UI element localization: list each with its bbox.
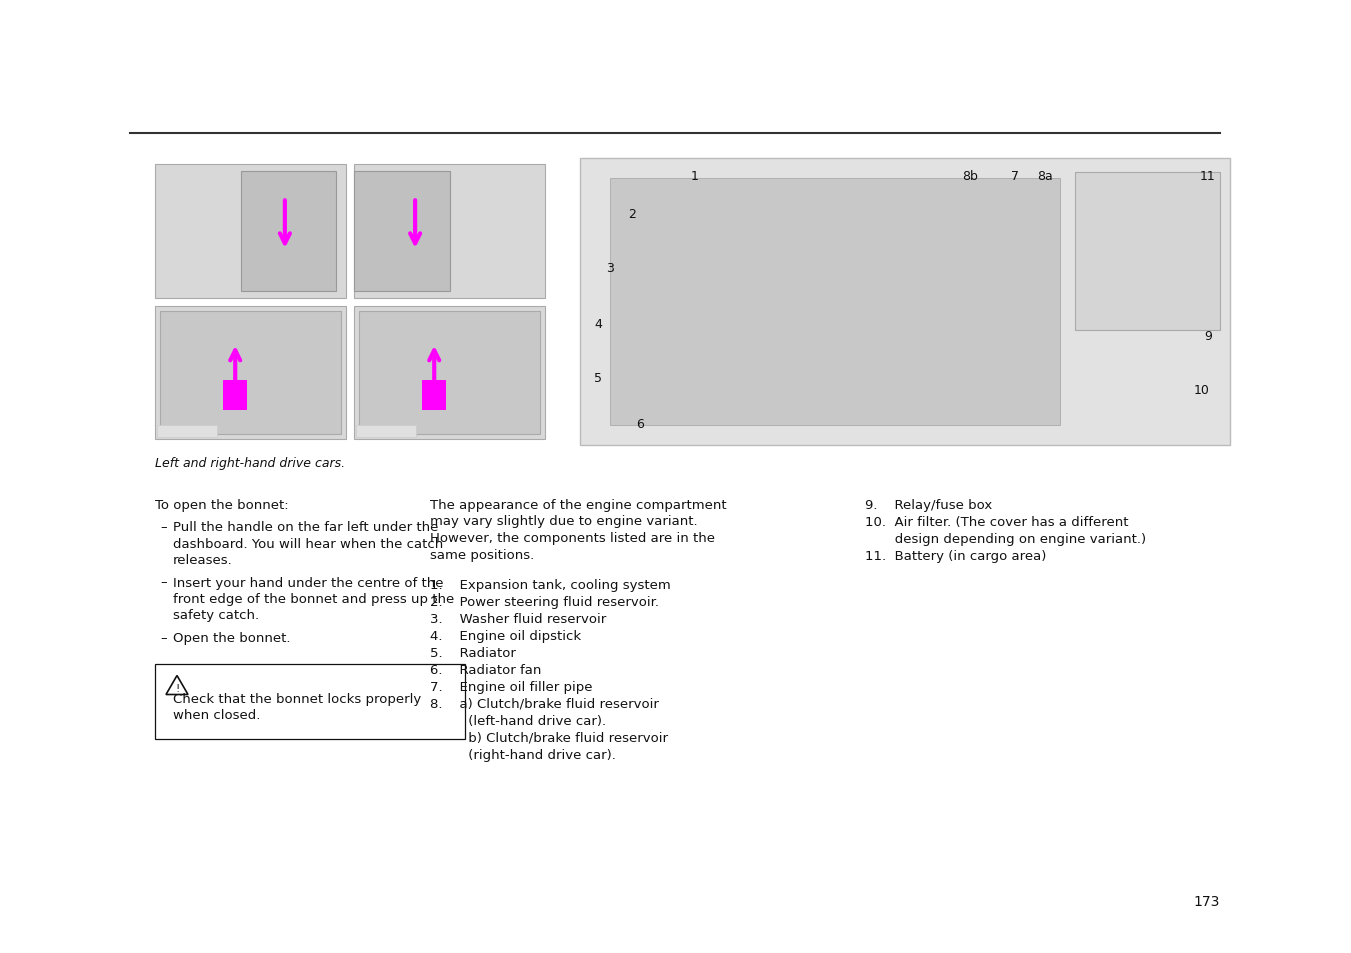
Text: 7: 7: [1011, 171, 1019, 183]
Text: 9.    Relay/fuse box: 9. Relay/fuse box: [865, 498, 992, 512]
Text: 5: 5: [594, 371, 603, 384]
Text: The appearance of the engine compartment
may vary slightly due to engine variant: The appearance of the engine compartment…: [430, 498, 727, 561]
Bar: [1075, 173, 1220, 331]
Text: 10: 10: [1194, 384, 1210, 397]
Text: 8.    a) Clutch/brake fluid reservoir: 8. a) Clutch/brake fluid reservoir: [430, 698, 659, 710]
Text: b) Clutch/brake fluid reservoir: b) Clutch/brake fluid reservoir: [430, 731, 667, 744]
Text: (left-hand drive car).: (left-hand drive car).: [430, 714, 607, 727]
Text: 8b: 8b: [962, 171, 978, 183]
Text: 9: 9: [1204, 329, 1212, 342]
Bar: [240, 172, 336, 292]
Text: 2: 2: [628, 208, 636, 220]
Text: 3: 3: [607, 262, 613, 275]
Text: –: –: [159, 576, 166, 589]
Text: Insert your hand under the centre of the
front edge of the bonnet and press up t: Insert your hand under the centre of the…: [173, 576, 454, 622]
Bar: [354, 172, 450, 292]
Bar: [157, 426, 218, 437]
Bar: [159, 312, 340, 435]
Bar: [611, 179, 1061, 426]
Text: Open the bonnet.: Open the bonnet.: [173, 631, 290, 644]
Text: 173: 173: [1194, 894, 1220, 908]
Bar: [223, 381, 247, 410]
Text: 5.    Radiator: 5. Radiator: [430, 646, 516, 659]
Text: 3.    Washer fluid reservoir: 3. Washer fluid reservoir: [430, 613, 607, 625]
Bar: [155, 306, 346, 439]
Text: 1: 1: [692, 171, 698, 183]
Bar: [354, 165, 544, 298]
Text: 8a: 8a: [1038, 171, 1052, 183]
Text: 7.    Engine oil filler pipe: 7. Engine oil filler pipe: [430, 680, 593, 693]
Bar: [357, 426, 416, 437]
Text: 6.    Radiator fan: 6. Radiator fan: [430, 663, 542, 677]
Text: –: –: [159, 520, 166, 534]
Text: 1.    Expansion tank, cooling system: 1. Expansion tank, cooling system: [430, 578, 670, 592]
Bar: [359, 312, 540, 435]
Text: (right-hand drive car).: (right-hand drive car).: [430, 748, 616, 761]
Text: Check that the bonnet locks properly
when closed.: Check that the bonnet locks properly whe…: [173, 692, 422, 721]
Text: –: –: [159, 631, 166, 644]
Text: 2.    Power steering fluid reservoir.: 2. Power steering fluid reservoir.: [430, 596, 659, 608]
Bar: [580, 159, 1229, 446]
Text: 11: 11: [1200, 171, 1216, 183]
Text: 6: 6: [636, 417, 644, 430]
Bar: [354, 306, 544, 439]
Bar: [155, 165, 346, 298]
Text: !: !: [174, 682, 180, 693]
Text: Left and right-hand drive cars.: Left and right-hand drive cars.: [155, 456, 345, 470]
Text: 4.    Engine oil dipstick: 4. Engine oil dipstick: [430, 629, 581, 642]
Text: 4: 4: [594, 317, 603, 330]
Text: To open the bonnet:: To open the bonnet:: [155, 498, 289, 512]
Text: 10.  Air filter. (The cover has a different: 10. Air filter. (The cover has a differe…: [865, 516, 1128, 529]
Text: 11.  Battery (in cargo area): 11. Battery (in cargo area): [865, 550, 1047, 562]
Text: Pull the handle on the far left under the
dashboard. You will hear when the catc: Pull the handle on the far left under th…: [173, 520, 443, 566]
Text: design depending on engine variant.): design depending on engine variant.): [865, 533, 1146, 545]
Bar: [155, 664, 465, 739]
Bar: [423, 381, 446, 410]
